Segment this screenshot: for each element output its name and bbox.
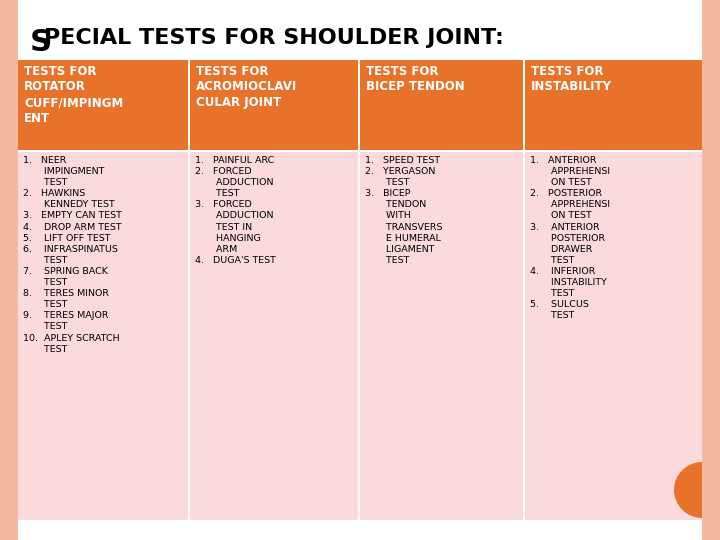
Bar	[360, 60, 523, 150]
Text: 1.   PAINFUL ARC
2.   FORCED
       ADDUCTION
       TEST
3.   FORCED
       ADD: 1. PAINFUL ARC 2. FORCED ADDUCTION TEST …	[195, 156, 276, 265]
Text: 1.   NEER
       IMPINGMENT
       TEST
2.   HAWKINS
       KENNEDY TEST
3.   EM: 1. NEER IMPINGMENT TEST 2. HAWKINS KENNE…	[23, 156, 122, 354]
Text: 1.   SPEED TEST
2.   YERGASON
       TEST
3.   BICEP
       TENDON
       WITH
 : 1. SPEED TEST 2. YERGASON TEST 3. BICEP …	[365, 156, 443, 265]
Text: TESTS FOR
INSTABILITY: TESTS FOR INSTABILITY	[531, 65, 612, 93]
Text: TESTS FOR
ROTATOR
CUFF/IMPINGM
ENT: TESTS FOR ROTATOR CUFF/IMPINGM ENT	[24, 65, 123, 125]
Text: TESTS FOR
BICEP TENDON: TESTS FOR BICEP TENDON	[366, 65, 464, 93]
Bar	[18, 60, 702, 520]
Bar	[525, 152, 702, 520]
Bar	[360, 152, 523, 520]
Bar	[18, 152, 188, 520]
Text: TESTS FOR
ACROMIOCLAVI
CULAR JOINT: TESTS FOR ACROMIOCLAVI CULAR JOINT	[196, 65, 297, 109]
Bar	[190, 152, 358, 520]
Text: 1.   ANTERIOR
       APPREHENSI
       ON TEST
2.   POSTERIOR
       APPREHENSI
: 1. ANTERIOR APPREHENSI ON TEST 2. POSTER…	[530, 156, 610, 320]
Bar	[702, 0, 720, 540]
Wedge shape	[674, 462, 702, 518]
Text: PECIAL TESTS FOR SHOULDER JOINT:: PECIAL TESTS FOR SHOULDER JOINT:	[44, 28, 504, 48]
Bar	[525, 60, 702, 150]
Bar	[18, 60, 188, 150]
Text: S: S	[30, 28, 52, 57]
Bar	[190, 60, 358, 150]
Bar	[0, 0, 18, 540]
